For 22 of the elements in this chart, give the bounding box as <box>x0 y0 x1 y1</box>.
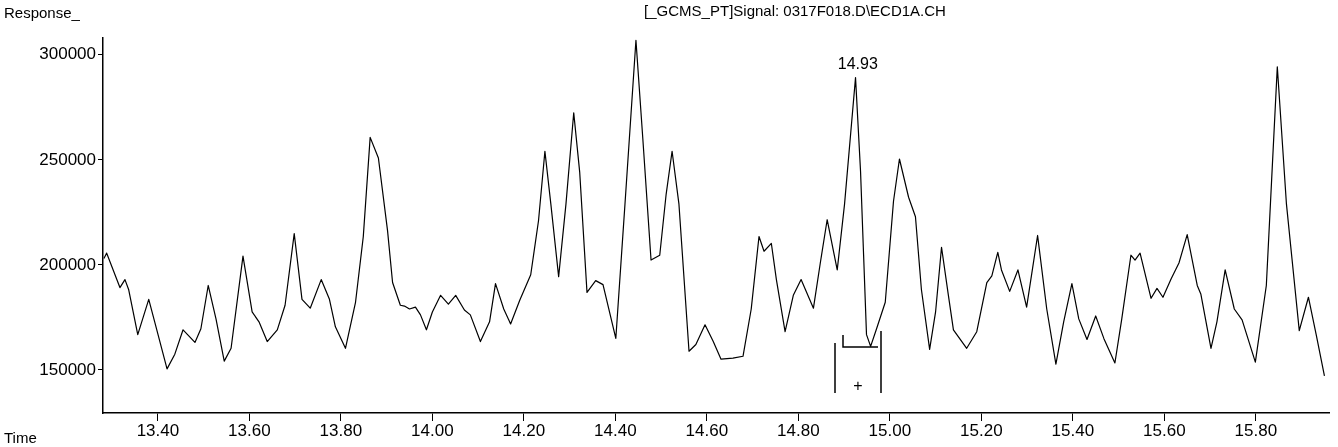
annotation: 14.93 <box>837 55 878 73</box>
chart-title: [_GCMS_PT]Signal: 0317F018.D\ECD1A.CH <box>644 2 946 19</box>
y-tick-label: 250000 <box>39 149 96 169</box>
y-tick-label: 150000 <box>39 359 96 379</box>
x-tick-label: 14.00 <box>411 420 454 440</box>
x-tick-label: 15.20 <box>960 420 1003 440</box>
x-tick-label: 13.60 <box>228 420 271 440</box>
x-tick-label: 14.80 <box>777 420 820 440</box>
x-tick-label: 14.60 <box>685 420 729 440</box>
x-tick-label: 15.00 <box>868 420 912 440</box>
annotation: + <box>853 377 863 394</box>
y-tick-label: 300000 <box>39 44 96 64</box>
x-axis-title: Time <box>4 429 37 446</box>
x-tick-label: 13.80 <box>319 420 363 440</box>
x-tick-label: 15.80 <box>1234 420 1278 440</box>
x-tick-label: 15.60 <box>1143 420 1186 440</box>
x-tick-label: 13.40 <box>136 420 180 440</box>
x-tick-label: 14.20 <box>502 420 546 440</box>
x-tick-label: 14.40 <box>594 420 637 440</box>
y-axis-title: Response_ <box>4 4 81 21</box>
x-tick-label: 15.40 <box>1051 420 1095 440</box>
y-tick-label: 200000 <box>39 254 96 274</box>
